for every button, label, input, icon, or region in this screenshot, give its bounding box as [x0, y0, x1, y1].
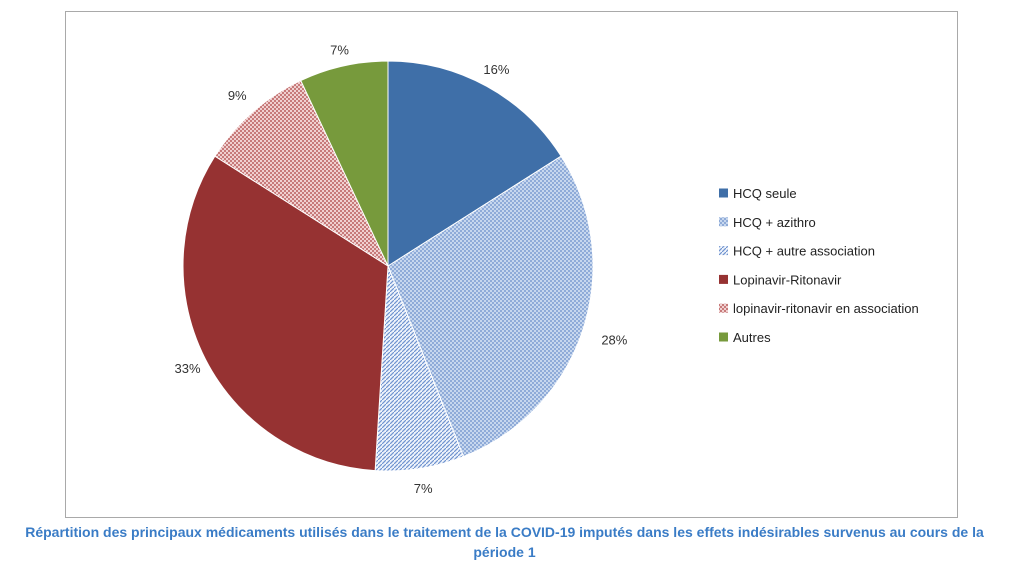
- legend-swatch-autres: [719, 332, 728, 342]
- slice-value-label-lopinavir-ritonavir-en-association: 9%: [228, 88, 247, 103]
- pie-slices: [182, 60, 594, 472]
- legend-swatch-lopinavir-ritonavir: [719, 274, 728, 284]
- pie-slice-hcq-azithro: [387, 155, 594, 458]
- pie-slice-hcq-seule: [387, 60, 562, 267]
- slice-value-label-hcq-autre-association: 7%: [414, 481, 433, 496]
- legend-swatch-hcq-azithro: [719, 217, 728, 227]
- chart-caption: Répartition des principaux médicaments u…: [25, 524, 984, 560]
- slice-value-labels: 16% 28% 7% 33% 9% 7%: [175, 42, 628, 496]
- legend-label-hcq-azithro: HCQ + azithro: [733, 215, 816, 230]
- legend-swatch-lopinavir-ritonavir-en-association: [719, 303, 728, 313]
- legend-label-lopinavir-ritonavir: Lopinavir-Ritonavir: [733, 272, 842, 287]
- slice-value-label-hcq-azithro: 28%: [601, 333, 627, 348]
- legend-label-hcq-seule: HCQ seule: [733, 186, 797, 201]
- legend-label-autres: Autres: [733, 330, 771, 345]
- legend-label-lopinavir-ritonavir-en-association: lopinavir-ritonavir en association: [733, 301, 919, 316]
- pie-slice-lopinavir-ritonavir: [182, 155, 389, 472]
- slice-value-label-autres: 7%: [330, 42, 349, 57]
- pie-slice-lopinavir-ritonavir-en-association: [214, 79, 390, 268]
- slice-value-label-lopinavir-ritonavir: 33%: [175, 361, 201, 376]
- legend-label-hcq-autre-association: HCQ + autre association: [733, 244, 875, 259]
- pie-slice-autres: [300, 60, 389, 267]
- legend: HCQ seule HCQ + azithro HCQ + autre associ…: [719, 186, 919, 345]
- legend-swatch-hcq-seule: [719, 188, 728, 198]
- legend-swatch-hcq-autre-association: [719, 246, 728, 256]
- chart-frame: 16% 28% 7% 33% 9% 7% HCQ seule HCQ + azithro HC…: [65, 11, 958, 518]
- slice-value-label-hcq-seule: 16%: [483, 62, 509, 77]
